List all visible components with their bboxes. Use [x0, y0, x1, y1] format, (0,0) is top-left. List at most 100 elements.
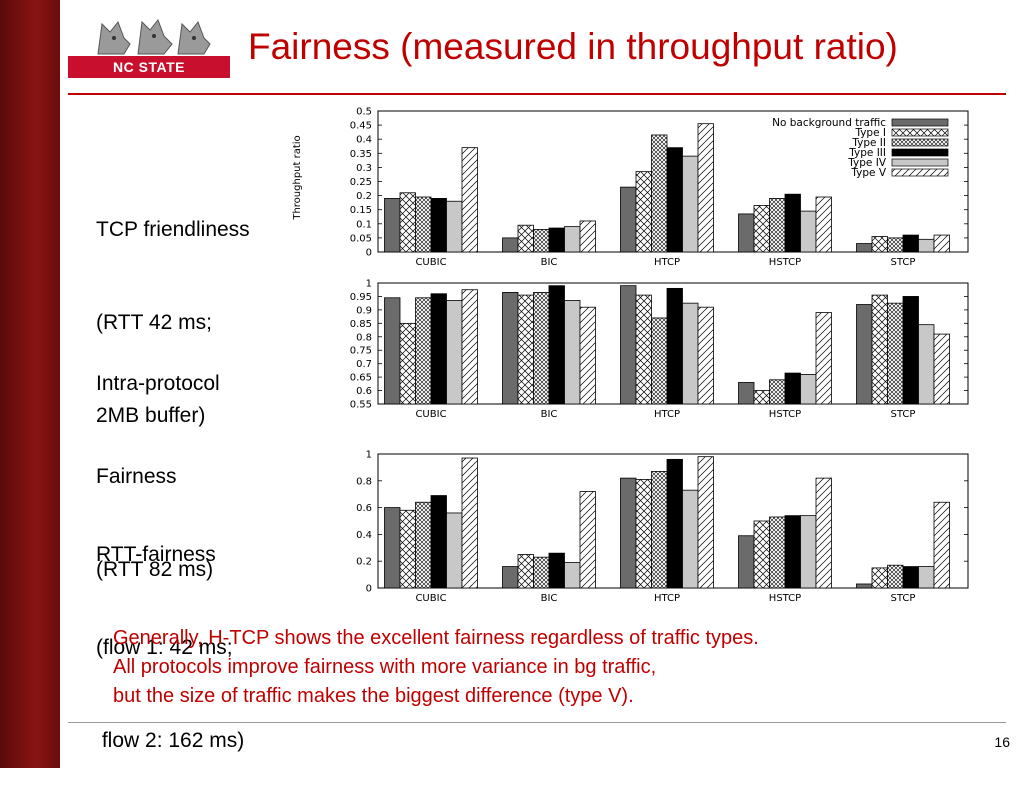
bar	[415, 501, 432, 589]
bar	[918, 566, 935, 589]
legend-swatch	[891, 118, 949, 127]
legend-label: Type III	[848, 147, 886, 159]
bar	[517, 294, 534, 405]
bar	[871, 567, 888, 589]
y-tick-label: 0.4	[356, 530, 372, 541]
bar	[564, 562, 581, 589]
bar	[461, 147, 478, 253]
bar	[697, 306, 714, 405]
bar	[548, 552, 565, 589]
bar	[430, 198, 447, 253]
label-line: (RTT 42 ms;	[96, 311, 212, 334]
bar	[902, 234, 919, 253]
y-tick-label: 0.3	[356, 163, 372, 174]
y-tick-label: 0.2	[356, 191, 372, 202]
y-tick-label: 0.7	[356, 359, 372, 370]
bar	[517, 554, 534, 589]
y-tick-label: 0.5	[356, 107, 372, 118]
bar	[871, 236, 888, 253]
bar	[800, 515, 817, 589]
bar	[415, 297, 432, 405]
bar	[620, 285, 637, 405]
bar	[682, 155, 699, 253]
bar	[430, 293, 447, 405]
bar	[784, 372, 801, 405]
bar	[933, 501, 950, 589]
bar	[697, 456, 714, 589]
bar	[635, 294, 652, 405]
bar	[533, 556, 550, 589]
y-tick-label: 0.85	[350, 319, 372, 330]
bar	[815, 312, 832, 405]
label-line: Intra-protocol	[96, 372, 220, 395]
bar	[548, 285, 565, 405]
bar	[800, 210, 817, 253]
y-tick-label: 0.55	[350, 400, 372, 411]
y-tick-label: 0.6	[356, 386, 372, 397]
wolf-heads-icon	[97, 19, 211, 55]
bar	[856, 243, 873, 253]
bar	[682, 302, 699, 405]
y-tick-label: 1	[366, 279, 372, 290]
bar	[579, 306, 596, 405]
bar	[918, 324, 935, 405]
slide-title: Fairness (measured in throughput ratio)	[248, 26, 898, 67]
bar	[887, 237, 904, 253]
university-logo: NC STATE UNIVERSITY	[68, 14, 232, 97]
left-accent-bar	[0, 0, 60, 768]
bar	[564, 226, 581, 253]
y-tick-label: 0.95	[350, 292, 372, 303]
bar	[784, 193, 801, 253]
bar	[815, 196, 832, 253]
bar	[620, 186, 637, 253]
bar	[384, 198, 401, 253]
bar	[887, 302, 904, 405]
y-tick-label: 0.8	[356, 476, 372, 487]
bar	[753, 390, 770, 405]
bar	[871, 294, 888, 405]
bar	[533, 229, 550, 253]
y-tick-label: 0.6	[356, 503, 372, 514]
legend-swatch	[891, 128, 949, 137]
y-tick-label: 0.65	[350, 373, 372, 384]
bar	[399, 192, 416, 253]
y-tick-label: 0.25	[350, 177, 372, 188]
bar	[517, 224, 534, 253]
legend-swatch	[891, 158, 949, 167]
bar	[666, 458, 683, 589]
bar	[384, 507, 401, 589]
bar	[384, 297, 401, 405]
y-tick-label: 0.2	[356, 557, 372, 568]
x-tick-label: STCP	[891, 593, 916, 604]
bar	[564, 300, 581, 405]
label-tcp-friendliness: TCP friendliness (RTT 42 ms; 2MB buffer)	[96, 152, 250, 462]
y-tick-label: 0.1	[356, 219, 372, 230]
legend-label: Type IV	[847, 157, 887, 169]
page-number: 16	[994, 734, 1010, 750]
x-tick-label: HSTCP	[769, 593, 801, 604]
legend-label: Type II	[851, 137, 886, 149]
label-rtt-fairness: RTT-fairness (flow 1: 42 ms; flow 2: 162…	[96, 477, 244, 787]
bar	[635, 171, 652, 253]
x-tick-label: HSTCP	[769, 409, 801, 420]
label-line: (RTT 82 ms)	[96, 558, 214, 581]
x-tick-label: CUBIC	[415, 257, 446, 268]
y-tick-label: 0	[366, 248, 372, 259]
y-tick-label: 0	[366, 584, 372, 595]
x-tick-label: HSTCP	[769, 257, 801, 268]
note-line: All protocols improve fairness with more…	[113, 656, 657, 678]
label-line: (flow 1: 42 ms;	[96, 636, 233, 659]
x-tick-label: HTCP	[654, 593, 680, 604]
y-tick-label: 0.9	[356, 305, 372, 316]
bar	[666, 287, 683, 405]
y-tick-label: 0.75	[350, 346, 372, 357]
label-line: 2MB buffer)	[96, 404, 206, 427]
bar	[887, 564, 904, 589]
bar	[635, 479, 652, 589]
bar	[902, 566, 919, 589]
bar	[769, 379, 786, 405]
bar	[697, 123, 714, 253]
bar	[815, 477, 832, 589]
bar	[651, 134, 668, 253]
bar	[856, 583, 873, 589]
